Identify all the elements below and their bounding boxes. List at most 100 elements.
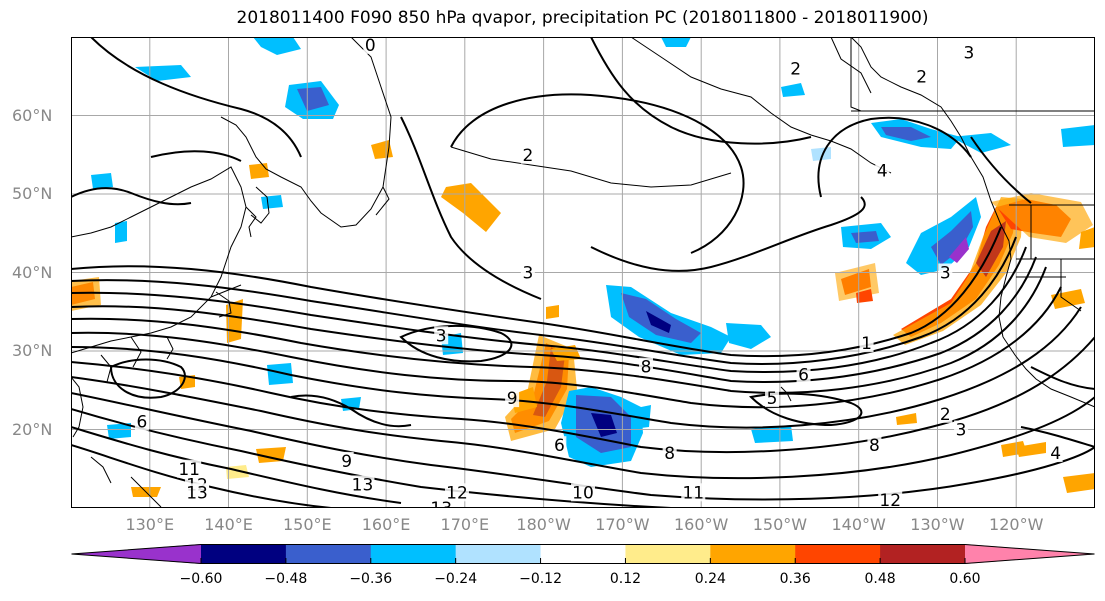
contour-label: 3 [940,264,951,284]
contour-label-bg [938,404,953,423]
contour-label: 6 [798,366,809,386]
contour-label-bg [505,389,520,408]
colorbar-extend-low [71,544,201,564]
lon-label: 150°E [282,515,332,534]
lat-label: 50°N [12,184,53,203]
contour-label: 11 [682,483,704,503]
colorbar-swatch [880,544,966,564]
contour-label-bg [961,43,976,62]
colorbar-tick-label: 0.36 [779,571,811,587]
contour-label-bg [363,37,378,54]
contour-label: 3 [436,326,447,346]
colorbar-swatch [455,544,542,564]
lon-label: 130°W [910,515,965,534]
colorbar-tick-label: 0.12 [609,571,642,587]
colorbar-tick-label: −0.48 [264,571,308,587]
contour-label: 2 [940,405,951,425]
lon-label: 140°E [204,515,253,534]
contour-label-bg [520,263,535,282]
contour-label: 6 [554,436,565,456]
colorbar-tick-label: −0.60 [179,571,223,587]
lon-label: 180°W [516,515,571,534]
contour-label-bg [938,263,953,282]
contour-label-bg [867,436,882,455]
contour-label: 11 [178,460,200,480]
colorbar-swatch [795,544,881,564]
lon-label: 150°W [752,515,808,534]
contour-label-bg [878,491,903,508]
lon-label: 170°W [595,515,650,534]
contour-label-bg [875,161,890,180]
contour-label-bg [765,389,780,408]
precip-negative-shading [91,37,1095,467]
colorbar-tick-label: 0.24 [694,571,726,587]
contour-label: 10 [572,483,594,503]
contour-label-bg [859,334,874,353]
contour-label-bg [429,499,454,508]
contour-label: 8 [641,358,652,378]
contour-label: 6 [136,413,147,433]
contour-label-bg [662,444,677,463]
lon-label: 160°E [361,515,411,534]
contour-label-bg [796,365,811,384]
contour-label: 3 [522,264,533,284]
contour-label-bg [339,451,354,470]
contour-label-bg [571,483,595,502]
contour-label: 2 [522,146,533,166]
map-plot: 0223243331685966882349111213131312101112 [71,37,1095,508]
lon-label: 170°E [440,515,490,534]
contour-label: 0 [365,37,376,56]
qvapor-contours [71,37,1095,508]
contour-label: 8 [664,444,675,464]
contour-label-bg [177,459,202,478]
lat-label: 20°N [12,419,53,439]
contour-label: 2 [790,59,801,79]
contour-label: 9 [507,389,518,409]
contour-label: 3 [964,44,975,64]
contour-labels: 0223243331685966882349111213131312101112 [134,37,1063,508]
contour-label: 9 [341,452,352,472]
contour-label-bg [350,475,375,494]
lon-label: 160°W [673,515,729,534]
lat-label: 60°N [12,105,53,125]
colorbar-swatch [540,544,626,564]
contour-label: 2 [916,67,927,87]
contour-label-bg [914,67,929,86]
contour-label-bg [681,483,706,502]
colorbar-tick-label: −0.36 [349,571,393,587]
colorbar-tick-label: −0.24 [434,571,478,587]
contour-label: 5 [767,389,778,409]
colorbar-swatch [710,544,796,564]
contour-label-bg [552,436,567,455]
contour-label: 13 [430,499,452,508]
contour-label: 12 [446,483,468,503]
colorbar [71,544,1095,564]
contour-label-bg [520,145,535,164]
colorbar-swatch [370,544,457,564]
contour-label-bg [1048,444,1063,463]
colorbar-extend-high [965,544,1095,564]
colorbar-tick-label: 0.60 [949,571,981,587]
contour-label-bg [434,326,449,345]
lon-label: 140°W [831,515,886,534]
contour-label-bg [639,357,654,376]
contour-label: 13 [186,483,208,503]
lat-label: 30°N [12,341,53,360]
colorbar-swatch [285,544,372,564]
contour-label-bg [185,483,210,502]
colorbar-tick-label: 0.48 [864,571,896,587]
contour-label-bg [444,483,469,502]
contour-label: 13 [352,475,374,495]
map-title: 2018011400 F090 850 hPa qvapor, precipit… [236,8,929,28]
contour-label-bg [954,420,969,439]
contour-label-bg [134,412,149,431]
lon-label: 130°E [125,515,175,534]
contour-label: 12 [879,491,901,508]
colorbar-tick-label: −0.12 [519,571,562,587]
contour-label: 3 [956,421,967,441]
contour-label: 8 [869,436,880,456]
lon-label: 120°W [989,515,1044,534]
colorbar-swatch [201,544,287,564]
contour-label-bg [788,59,803,78]
contour-label: 1 [861,334,872,354]
